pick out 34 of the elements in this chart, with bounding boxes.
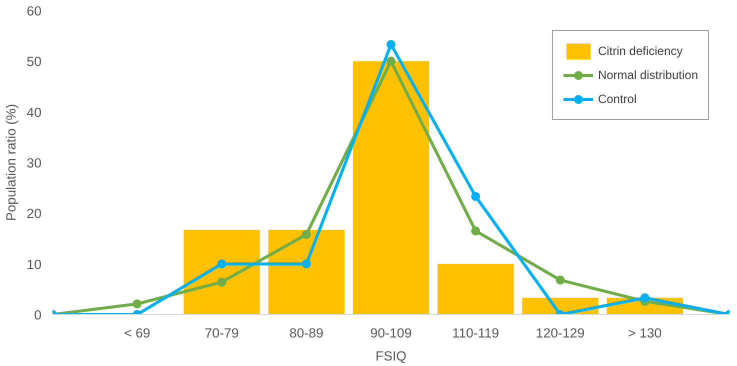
bar xyxy=(184,230,260,314)
point xyxy=(217,278,226,287)
y-tick-label: 30 xyxy=(26,156,42,170)
legend-label: Normal distribution xyxy=(598,68,698,82)
bar xyxy=(352,61,430,314)
y-tick-label: 50 xyxy=(26,54,42,70)
point xyxy=(217,259,226,268)
legend-label: Control xyxy=(598,92,637,106)
x-tick-label: 110-119 xyxy=(452,326,500,340)
x-tick-label: 70-79 xyxy=(204,326,239,340)
y-tick-label: 20 xyxy=(26,206,42,222)
point xyxy=(386,40,396,49)
y-tick-label: 0 xyxy=(34,308,42,322)
point xyxy=(302,230,311,239)
y-tick-label: 40 xyxy=(26,104,42,120)
x-tick-label: 80-89 xyxy=(289,326,324,340)
point xyxy=(132,299,142,308)
y-tick-label: 60 xyxy=(26,4,42,18)
x-tick-label: > 130 xyxy=(628,326,662,340)
point xyxy=(302,259,311,268)
y-tick-label: 10 xyxy=(26,256,42,272)
point xyxy=(640,293,650,302)
x-tick-label: 120-129 xyxy=(536,326,585,340)
point xyxy=(556,276,565,285)
x-axis-title: FSIQ xyxy=(375,348,407,364)
point xyxy=(471,192,480,201)
bar xyxy=(268,230,344,314)
point xyxy=(386,56,396,66)
point xyxy=(471,226,480,236)
y-axis-title: Population ratio (%) xyxy=(4,104,19,222)
legend-label: Citrin deficiency xyxy=(598,44,683,58)
bar xyxy=(438,264,514,314)
x-tick-label: < 69 xyxy=(124,326,150,340)
x-tick-label: 90-109 xyxy=(370,326,412,340)
